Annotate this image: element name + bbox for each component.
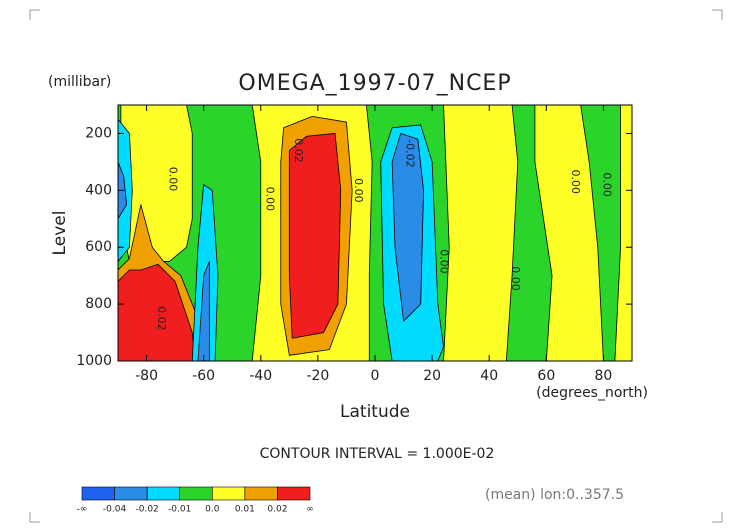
colorbar-label: -0.02: [135, 505, 158, 515]
colorbar-label: 0.0: [205, 505, 220, 515]
colorbar-swatch: [81, 486, 115, 501]
contour-label: 0.00: [600, 172, 613, 197]
y-tick-label: 400: [85, 182, 112, 198]
corner-marks: [29, 9, 723, 523]
x-tick-label: 80: [595, 368, 613, 384]
colorbar-swatch: [146, 486, 181, 501]
colorbar-label: -0.01: [168, 505, 191, 515]
x-tick-label: -40: [249, 368, 272, 384]
contour-label: 0.00: [438, 249, 451, 274]
colorbar-swatch: [277, 486, 311, 501]
contour-label: 0.00: [352, 178, 365, 203]
x-tick-label: 20: [423, 368, 441, 384]
x-tick-label: -60: [192, 368, 215, 384]
colorbar-label: 0.01: [235, 505, 255, 515]
colorbar-label: -∞: [77, 505, 88, 515]
x-axis-label: Latitude: [340, 402, 410, 422]
colorbar-label: ∞: [306, 505, 314, 515]
mean-note: (mean) lon:0..357.5: [485, 487, 624, 503]
y-axis-label: Level: [50, 211, 70, 256]
x-unit: (degrees_north): [536, 385, 648, 401]
y-unit: (millibar): [48, 74, 111, 90]
contour-label: 0.02: [292, 138, 305, 163]
x-tick-label: 40: [480, 368, 498, 384]
y-tick-label: 800: [85, 296, 112, 312]
x-tick-label: -80: [135, 368, 158, 384]
contour-region: [288, 133, 342, 339]
y-tick-label: 1000: [76, 353, 112, 369]
colorbar-label: -0.04: [103, 505, 127, 515]
contour-label: 0.00: [569, 170, 582, 195]
contour-region: [534, 105, 604, 361]
colorbar-label: 0.02: [267, 505, 287, 515]
contour-label: -0.02: [403, 139, 416, 167]
x-tick-label: 60: [537, 368, 555, 384]
contour-label: 0.02: [155, 306, 168, 331]
y-tick-label: 600: [85, 239, 112, 255]
contour-label: 0.00: [509, 266, 522, 291]
colorbar-swatch: [211, 486, 246, 501]
x-tick-label: -20: [306, 368, 329, 384]
chart-title: OMEGA_1997-07_NCEP: [238, 71, 511, 96]
contour-region: [614, 105, 632, 361]
contour-region: [118, 263, 196, 361]
colorbar-swatch: [244, 486, 278, 501]
y-tick-label: 200: [85, 125, 112, 141]
x-tick-label: 0: [371, 368, 380, 384]
contour-label: 0.00: [263, 187, 276, 212]
plot-area: 0.00 0.02 0.00 0.00 -0.02 0.00 0.00 0.00 0.00 0.0…: [118, 105, 632, 361]
contour-region: [443, 105, 519, 361]
colorbar-swatch: [179, 486, 213, 501]
contour-region: [197, 261, 210, 361]
contour-interval: CONTOUR INTERVAL = 1.000E-02: [260, 446, 495, 462]
contour-region: [391, 133, 424, 322]
contour-label: 0.00: [166, 167, 179, 192]
colorbar-swatch: [114, 486, 148, 501]
